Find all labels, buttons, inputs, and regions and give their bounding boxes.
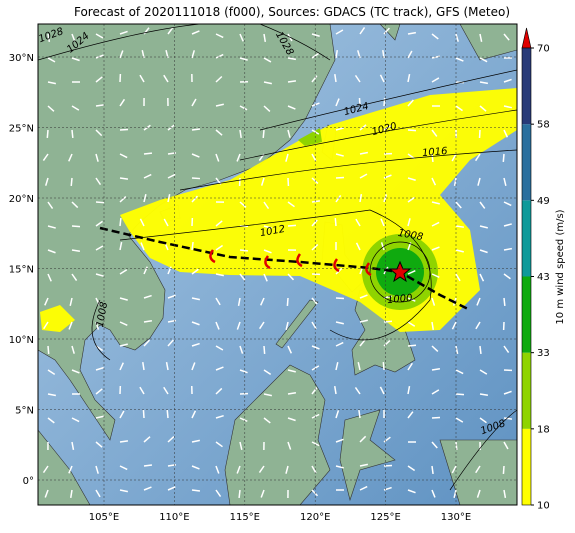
colorbar-segment bbox=[522, 429, 531, 505]
wind-barb bbox=[47, 130, 48, 138]
wind-barb bbox=[263, 130, 264, 138]
wind-barb bbox=[96, 202, 104, 203]
wind-barb bbox=[336, 298, 344, 299]
wind-barb bbox=[192, 242, 193, 250]
wind-barb bbox=[384, 98, 385, 106]
wind-barb bbox=[432, 466, 433, 474]
wind-barb bbox=[72, 226, 80, 227]
wind-barb bbox=[192, 178, 200, 179]
wind-barb bbox=[287, 298, 288, 306]
colorbar-segment bbox=[522, 200, 531, 276]
lon-label: 105°E bbox=[89, 512, 119, 523]
map bbox=[38, 24, 517, 505]
colorbar-tick-label: 43 bbox=[537, 272, 550, 283]
colorbar-label: 10 m wind speed (m/s) bbox=[555, 209, 566, 324]
wind-barb bbox=[384, 321, 392, 322]
wind-barb bbox=[383, 362, 384, 370]
lon-label: 110°E bbox=[159, 512, 189, 523]
lon-label: 125°E bbox=[370, 512, 400, 523]
colorbar-tick-label: 10 bbox=[537, 501, 550, 512]
wind-barb bbox=[480, 346, 481, 354]
colorbar-tick-label: 49 bbox=[537, 196, 550, 207]
wind-barb bbox=[408, 345, 416, 346]
lat-label: 20°N bbox=[9, 194, 34, 205]
wind-barb bbox=[288, 225, 296, 226]
wind-barb bbox=[408, 130, 416, 131]
wind-barb bbox=[192, 490, 200, 491]
isobar-label: 1016 bbox=[422, 146, 448, 159]
lon-label: 115°E bbox=[230, 512, 260, 523]
colorbar-segment bbox=[522, 353, 531, 429]
wind-barb bbox=[120, 218, 121, 226]
colorbar-segment bbox=[522, 124, 531, 200]
wind-barb bbox=[240, 250, 248, 251]
wind-barb bbox=[167, 410, 168, 418]
wind-barb bbox=[456, 394, 464, 395]
wind-barb bbox=[239, 490, 240, 498]
colorbar-tick-label: 70 bbox=[537, 44, 550, 55]
lat-label: 0° bbox=[23, 476, 34, 487]
wind-barb bbox=[432, 417, 440, 418]
wind-barb bbox=[192, 129, 200, 130]
wind-barb bbox=[48, 346, 49, 354]
colorbar-segment bbox=[522, 48, 531, 124]
title: Forecast of 2020111018 (f000), Sources: … bbox=[74, 5, 510, 19]
colorbar-tick-label: 33 bbox=[537, 348, 550, 359]
wind-barb bbox=[504, 418, 512, 419]
colorbar-segment bbox=[522, 277, 531, 353]
lon-label: 130°E bbox=[441, 512, 471, 523]
wind-barb bbox=[503, 466, 504, 474]
lon-label: 120°E bbox=[300, 512, 330, 523]
colorbar-extend bbox=[522, 28, 531, 48]
wind-barb bbox=[264, 346, 265, 354]
wind-barb bbox=[144, 153, 152, 154]
colorbar-tick-label: 18 bbox=[537, 424, 550, 435]
wind-barb bbox=[144, 465, 152, 466]
lat-label: 10°N bbox=[9, 335, 34, 346]
lat-label: 5°N bbox=[15, 406, 34, 417]
wind-barb bbox=[143, 410, 144, 418]
wind-barb bbox=[503, 154, 504, 162]
isobar-label: 1000 bbox=[387, 293, 413, 306]
wind-barb bbox=[71, 178, 72, 186]
wind-barb bbox=[72, 130, 73, 138]
wind-barb bbox=[335, 218, 336, 226]
lat-label: 25°N bbox=[9, 124, 34, 135]
wind-barb bbox=[504, 298, 505, 306]
colorbar-tick-label: 58 bbox=[537, 120, 550, 131]
lat-label: 30°N bbox=[9, 53, 34, 64]
lat-label: 15°N bbox=[9, 265, 34, 276]
